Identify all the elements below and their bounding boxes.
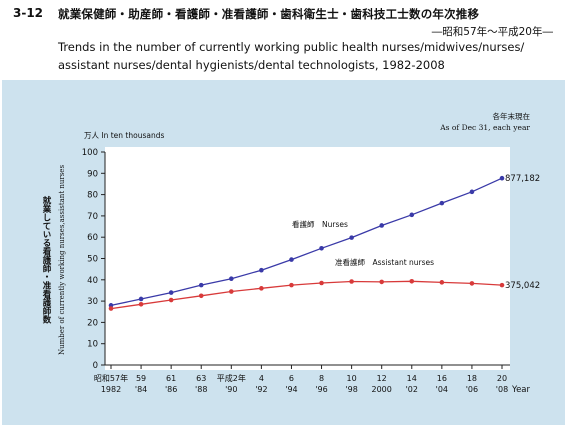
x-tick-label-era: 10 (347, 374, 357, 383)
data-point-1 (168, 297, 174, 303)
data-point-0 (349, 235, 354, 240)
x-tick-label-year: '94 (285, 385, 297, 394)
x-axis-label: Year (511, 385, 531, 395)
data-point-1 (138, 301, 144, 307)
data-point-0 (138, 296, 144, 302)
data-point-0 (198, 282, 204, 288)
y-tick-label: 100 (82, 148, 98, 158)
data-point-0 (229, 276, 234, 282)
data-point-0 (439, 200, 445, 206)
unit-label: 万人 In ten thousands (84, 131, 164, 140)
end-value-label-0: 877,182 (505, 174, 540, 184)
x-tick-label-year: 1982 (101, 385, 121, 394)
y-tick-label: 80 (87, 191, 98, 201)
data-point-0 (469, 189, 475, 195)
y-tick-label: 20 (87, 318, 98, 328)
data-point-0 (409, 212, 415, 218)
data-point-1 (439, 280, 445, 285)
y-tick-label: 40 (87, 276, 98, 286)
data-point-1 (379, 279, 384, 285)
series-line-1 (110, 280, 503, 310)
note-japanese: 各年末現在 (493, 111, 531, 121)
x-tick-label-era: 18 (467, 374, 477, 383)
x-tick-label-era: 61 (166, 374, 176, 383)
data-point-1 (409, 278, 415, 284)
y-tick-label: 50 (87, 255, 98, 265)
x-tick-label-era: 63 (196, 374, 206, 383)
y-tick-label: 60 (87, 233, 98, 243)
chart-panel: 0 10 20 30 40 50 60 70 80 90 100 昭和57年 1982 59 '84 61 '8… (2, 80, 565, 425)
data-point-1 (469, 281, 475, 286)
plot-area (105, 147, 510, 370)
data-point-1 (198, 293, 204, 299)
x-tick-label-year: '04 (436, 385, 448, 394)
y-axis-label-english: Number of currently working nurses,assis… (58, 165, 66, 355)
data-point-0 (319, 245, 324, 251)
x-tick-label-year: 2000 (372, 385, 392, 394)
x-tick-label-year: '98 (345, 385, 357, 394)
title-japanese: 就業保健師・助産師・看護師・准看護師・歯科衛生士・歯科技工士数の年次推移 (58, 7, 480, 21)
x-tick-label-year: '84 (135, 385, 147, 394)
x-tick-label-year: '06 (466, 385, 478, 394)
x-tick-label-year: '96 (315, 385, 327, 394)
x-tick-label-era: 20 (497, 374, 507, 383)
data-point-0 (259, 267, 264, 273)
x-tick-label-year: '88 (195, 385, 207, 394)
series-line-0 (110, 177, 503, 307)
data-point-1 (319, 280, 324, 286)
data-point-1 (289, 282, 294, 288)
y-tick-label: 0 (93, 361, 98, 371)
x-tick-label-year: '86 (165, 385, 177, 394)
x-tick-label-era: 4 (259, 374, 264, 383)
data-point-1 (499, 282, 505, 288)
x-tick-label-era: 8 (319, 374, 324, 383)
data-point-0 (289, 257, 294, 262)
x-tick-label-year: '02 (406, 385, 418, 394)
y-tick-label: 30 (87, 297, 98, 307)
figure-number: 3-12 (13, 6, 44, 20)
x-tick-label-era: 12 (377, 374, 387, 383)
x-tick-label-year: '92 (255, 385, 267, 394)
y-tick-label: 90 (87, 169, 98, 179)
data-point-0 (108, 303, 114, 308)
x-tick-label-era: 59 (136, 374, 146, 383)
period-japanese: ―昭和57年～平成20年― (431, 26, 553, 38)
data-point-1 (108, 306, 114, 311)
line-chart: 0 10 20 30 40 50 60 70 80 90 100 昭和57年 1982 59 '84 61 '8… (41, 111, 540, 395)
y-tick-label: 70 (87, 212, 98, 222)
data-point-0 (168, 290, 174, 295)
y-axis-label-japanese: 就業している看護師・准看護師数 (41, 196, 52, 325)
x-tick-label-era: 平成2年 (217, 373, 246, 383)
end-value-label-1: 375,042 (505, 281, 540, 291)
title-english-line-2: assistant nurses/dental hygienists/denta… (58, 58, 445, 72)
data-point-0 (379, 223, 384, 228)
note-english: As of Dec 31, each year (439, 123, 530, 132)
x-tick-label-era: 16 (437, 374, 447, 383)
series-label-assistant-nurses: 准看護師 Assistant nurses (335, 257, 434, 267)
x-tick-label-year: '90 (225, 385, 237, 394)
x-tick-label-year: '08 (496, 385, 508, 394)
title-english-line-1: Trends in the number of currently workin… (58, 40, 525, 54)
figure-header: 3-12 就業保健師・助産師・看護師・准看護師・歯科衛生士・歯科技工士数の年次推… (0, 0, 567, 80)
y-tick-label: 10 (87, 340, 98, 350)
series-label-nurses: 看護師 Nurses (292, 219, 348, 229)
data-point-1 (259, 286, 264, 291)
x-tick-label-era: 14 (407, 374, 417, 383)
data-point-1 (349, 279, 354, 284)
x-tick-label-era: 6 (289, 374, 294, 383)
data-point-1 (229, 289, 234, 294)
data-point-0 (499, 175, 505, 181)
x-tick-label-era: 昭和57年 (94, 373, 128, 383)
